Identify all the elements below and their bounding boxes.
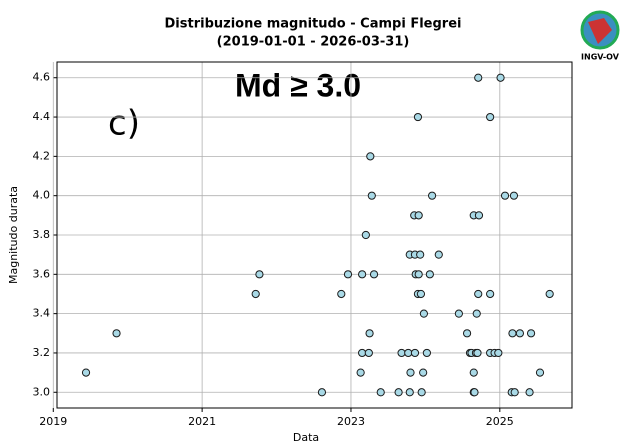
y-tick-label: 3.2 xyxy=(33,346,51,359)
point xyxy=(434,250,443,259)
logo: INGV-OV xyxy=(580,10,620,62)
point xyxy=(419,309,429,318)
point xyxy=(509,191,519,200)
point xyxy=(425,270,434,279)
point xyxy=(510,388,519,397)
plot-frame xyxy=(56,61,573,409)
point xyxy=(494,348,503,358)
point xyxy=(406,368,415,377)
y-tick-label: 3.4 xyxy=(33,307,51,320)
logo-shape xyxy=(588,18,612,44)
point xyxy=(317,388,327,397)
point xyxy=(508,329,517,338)
point xyxy=(112,329,121,338)
point xyxy=(358,270,367,279)
y-tick-label: 4.6 xyxy=(33,71,51,84)
point xyxy=(462,329,472,338)
point xyxy=(404,348,413,358)
point xyxy=(500,191,510,200)
point xyxy=(251,289,260,299)
point xyxy=(413,112,423,122)
x-axis-label: Data xyxy=(293,431,319,444)
point xyxy=(414,211,423,220)
point xyxy=(364,348,373,358)
y-tick-label: 4.4 xyxy=(33,110,51,123)
y-tick-label: 3.8 xyxy=(33,228,51,241)
point xyxy=(365,329,374,338)
point xyxy=(454,309,463,318)
point xyxy=(397,348,406,358)
point xyxy=(410,348,420,358)
y-tick-label: 4.0 xyxy=(33,189,51,202)
point xyxy=(469,368,478,377)
point xyxy=(255,270,264,279)
annotation: Md ≥ 3.0 xyxy=(235,67,361,103)
y-tick-label: 3.6 xyxy=(33,267,51,280)
point xyxy=(394,388,403,397)
x-tick-label: 2023 xyxy=(337,415,365,428)
point xyxy=(81,368,91,377)
point xyxy=(369,270,379,279)
point xyxy=(414,270,423,279)
panel-label: c) xyxy=(108,104,140,144)
point xyxy=(496,73,505,82)
logo-text: INGV-OV xyxy=(581,53,620,62)
point xyxy=(525,388,534,397)
point xyxy=(427,191,437,200)
point xyxy=(486,112,495,122)
point xyxy=(474,211,484,220)
point xyxy=(361,230,370,240)
point xyxy=(417,388,426,397)
point xyxy=(473,348,482,358)
point xyxy=(515,329,525,338)
chart-subtitle: (2019-01-01 - 2026-03-31) xyxy=(217,35,410,50)
point xyxy=(367,191,376,200)
x-tick-label: 2019 xyxy=(39,415,67,428)
y-tick-label: 4.2 xyxy=(33,149,51,162)
chart-title: Distribuzione magnitudo - Campi Flegrei xyxy=(165,17,462,32)
x-tick-label: 2025 xyxy=(486,415,514,428)
point xyxy=(356,368,365,377)
point xyxy=(405,388,414,397)
point xyxy=(337,289,346,299)
point xyxy=(419,368,428,377)
point xyxy=(526,329,536,338)
point xyxy=(472,309,481,318)
y-axis-label: Magnitudo durata xyxy=(7,186,20,284)
point xyxy=(545,289,554,299)
point xyxy=(366,152,375,161)
point xyxy=(474,289,483,299)
point xyxy=(343,270,353,279)
point xyxy=(376,388,385,397)
y-tick-label: 3.0 xyxy=(33,385,51,398)
point xyxy=(470,388,479,397)
point xyxy=(474,73,483,82)
point xyxy=(486,289,495,299)
point xyxy=(535,368,545,377)
x-tick-label: 2021 xyxy=(188,415,216,428)
point xyxy=(416,289,426,299)
point xyxy=(358,348,367,358)
point xyxy=(422,348,431,358)
point xyxy=(416,250,425,259)
